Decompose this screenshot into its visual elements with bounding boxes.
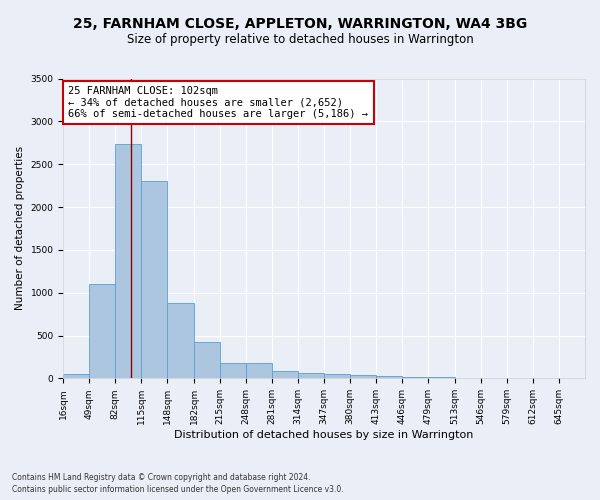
Text: Size of property relative to detached houses in Warrington: Size of property relative to detached ho… <box>127 32 473 46</box>
Bar <box>89 284 115 378</box>
Bar <box>402 377 428 378</box>
Bar <box>272 370 298 378</box>
Bar <box>220 364 246 378</box>
Bar <box>350 375 376 378</box>
Bar <box>63 374 89 378</box>
Bar <box>115 144 141 378</box>
Bar <box>167 303 194 378</box>
Bar <box>141 182 167 378</box>
Bar <box>246 364 272 378</box>
Y-axis label: Number of detached properties: Number of detached properties <box>15 146 25 310</box>
Text: Contains public sector information licensed under the Open Government Licence v3: Contains public sector information licen… <box>12 485 344 494</box>
Bar <box>324 374 350 378</box>
Text: 25 FARNHAM CLOSE: 102sqm
← 34% of detached houses are smaller (2,652)
66% of sem: 25 FARNHAM CLOSE: 102sqm ← 34% of detach… <box>68 86 368 119</box>
Text: Contains HM Land Registry data © Crown copyright and database right 2024.: Contains HM Land Registry data © Crown c… <box>12 472 311 482</box>
X-axis label: Distribution of detached houses by size in Warrington: Distribution of detached houses by size … <box>175 430 474 440</box>
Bar <box>298 373 324 378</box>
Text: 25, FARNHAM CLOSE, APPLETON, WARRINGTON, WA4 3BG: 25, FARNHAM CLOSE, APPLETON, WARRINGTON,… <box>73 18 527 32</box>
Bar <box>376 376 402 378</box>
Bar <box>194 342 220 378</box>
